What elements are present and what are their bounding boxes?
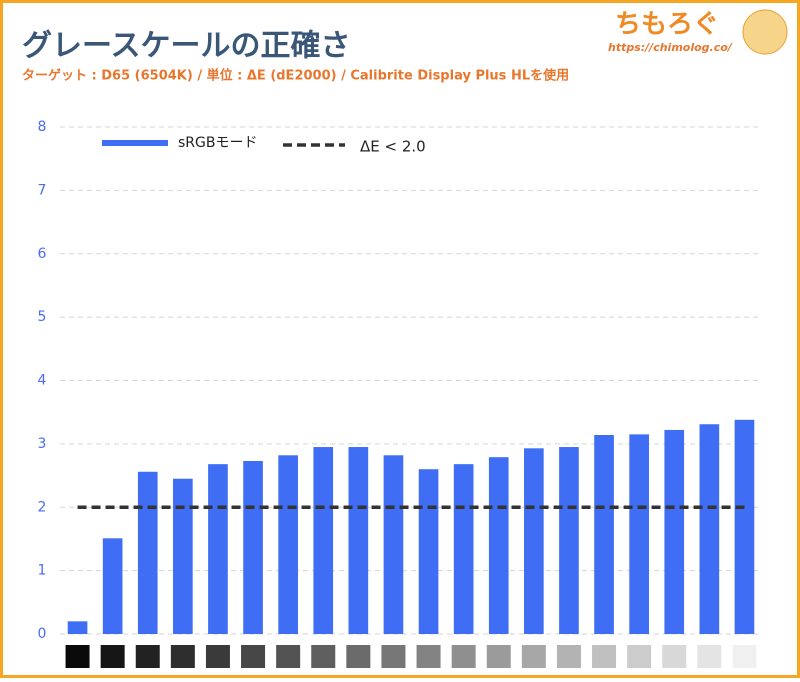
gray-swatch: [732, 645, 757, 668]
gray-swatch: [346, 645, 371, 668]
bar: [418, 469, 439, 634]
gray-swatch: [521, 645, 546, 668]
y-tick-label: 7: [38, 182, 47, 198]
bar: [488, 457, 509, 634]
bar: [67, 621, 88, 634]
y-tick-label: 8: [38, 119, 47, 135]
gray-swatch: [135, 645, 160, 668]
legend-label: ΔE < 2.0: [360, 138, 426, 156]
logo-url: https://chimolog.co/: [608, 41, 733, 54]
bar: [524, 448, 544, 634]
y-tick-label: 0: [38, 626, 47, 642]
y-tick-label: 1: [38, 563, 47, 579]
gray-swatch: [662, 645, 687, 668]
y-tick-label: 3: [38, 436, 47, 452]
gray-swatch: [627, 645, 652, 668]
chart-title: グレースケールの正確さ: [22, 29, 351, 64]
bar: [102, 538, 123, 634]
bar: [453, 464, 474, 634]
logo-mascot: [742, 9, 788, 55]
chart-subtitle: ターゲット : D65 (6504K) / 単位 : ΔE (dE2000) /…: [22, 68, 569, 84]
bar: [383, 455, 404, 634]
gray-swatch: [556, 645, 581, 668]
gray-swatch: [241, 645, 266, 668]
y-tick-label: 2: [38, 499, 47, 515]
gray-swatch: [592, 645, 617, 668]
bar: [348, 447, 369, 634]
gray-swatch: [451, 645, 476, 668]
bar: [173, 478, 193, 634]
y-tick-label: 5: [38, 309, 47, 325]
bar: [559, 447, 579, 634]
bar: [594, 435, 614, 634]
legend-label: sRGBモード: [178, 135, 257, 151]
bar: [243, 460, 263, 634]
gray-swatch: [311, 645, 336, 668]
gray-swatch: [65, 645, 90, 668]
gray-swatch: [205, 645, 230, 668]
y-tick-label: 4: [38, 373, 47, 389]
bar: [664, 429, 685, 634]
logo: ちもろぐ: [615, 10, 719, 40]
gray-swatch: [381, 645, 406, 668]
bar: [137, 471, 158, 634]
gray-swatch: [697, 645, 722, 668]
bar: [313, 447, 334, 634]
bar: [699, 424, 720, 634]
gray-swatch: [276, 645, 301, 668]
bar: [629, 434, 649, 634]
y-tick-label: 6: [38, 246, 47, 262]
gray-swatch: [170, 645, 195, 668]
gray-swatch: [486, 645, 511, 668]
gray-swatch: [416, 645, 441, 668]
bar: [208, 464, 228, 634]
bar: [734, 419, 755, 634]
bar: [278, 455, 298, 634]
gray-swatch: [100, 645, 125, 668]
